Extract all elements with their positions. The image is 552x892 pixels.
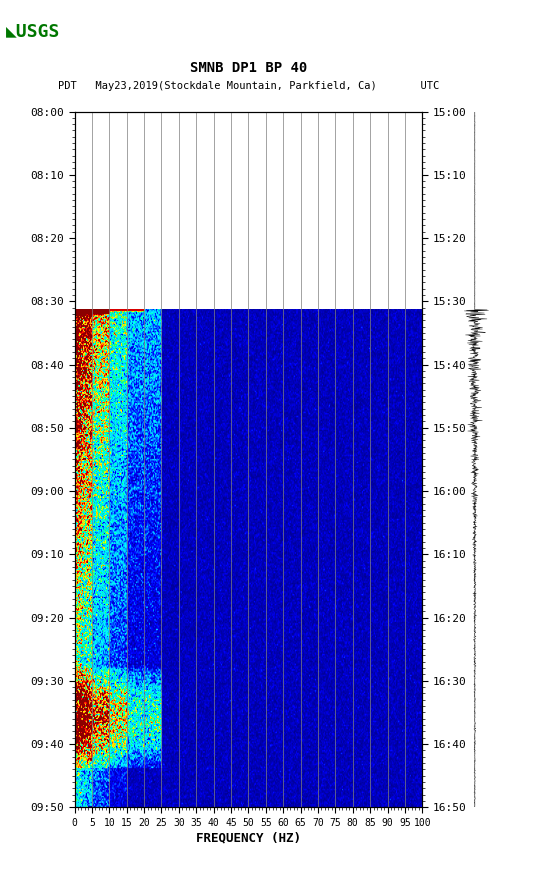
Text: PDT   May23,2019(Stockdale Mountain, Parkfield, Ca)       UTC: PDT May23,2019(Stockdale Mountain, Parkf… [58,81,439,91]
X-axis label: FREQUENCY (HZ): FREQUENCY (HZ) [196,832,301,845]
Text: ◣USGS: ◣USGS [6,22,60,40]
Text: SMNB DP1 BP 40: SMNB DP1 BP 40 [190,61,307,75]
